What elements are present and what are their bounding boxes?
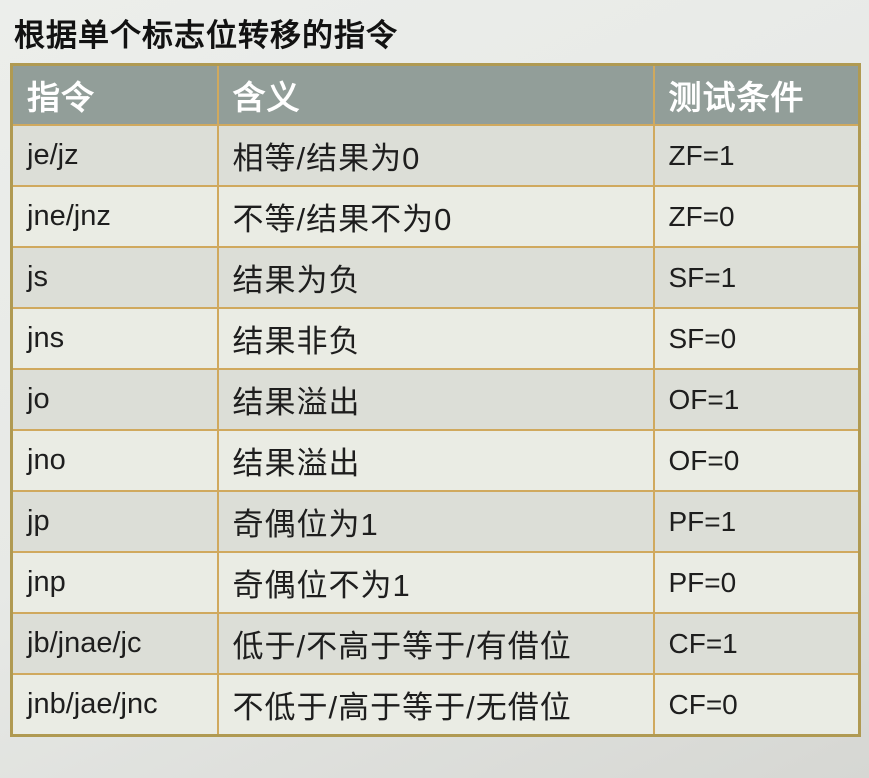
column-header-instruction: 指令 — [10, 63, 219, 126]
meaning-cell: 奇偶位为1 — [216, 490, 655, 553]
column-header-condition: 测试条件 — [652, 63, 861, 126]
meaning-cell: 结果为负 — [216, 246, 655, 309]
instruction-cell: je/jz — [10, 124, 219, 187]
instruction-cell: jb/jnae/jc — [10, 612, 219, 675]
table-row: jp 奇偶位为1 PF=1 — [10, 490, 861, 553]
condition-cell: ZF=0 — [652, 185, 861, 248]
condition-cell: SF=1 — [652, 246, 861, 309]
instruction-cell: jnb/jae/jnc — [10, 673, 219, 737]
table-header: 指令 含义 测试条件 — [10, 63, 861, 126]
meaning-cell: 结果溢出 — [216, 368, 655, 431]
condition-cell: ZF=1 — [652, 124, 861, 187]
condition-cell: SF=0 — [652, 307, 861, 370]
meaning-cell: 结果溢出 — [216, 429, 655, 492]
meaning-cell: 相等/结果为0 — [216, 124, 655, 187]
table-row: jns 结果非负 SF=0 — [10, 307, 861, 370]
table-row: js 结果为负 SF=1 — [10, 246, 861, 309]
table-row: jo 结果溢出 OF=1 — [10, 368, 861, 431]
table-row: jnp 奇偶位不为1 PF=0 — [10, 551, 861, 614]
instruction-cell: jno — [10, 429, 219, 492]
meaning-cell: 结果非负 — [216, 307, 655, 370]
meaning-cell: 不等/结果不为0 — [216, 185, 655, 248]
header-row: 指令 含义 测试条件 — [10, 63, 861, 126]
condition-cell: OF=1 — [652, 368, 861, 431]
table-row: je/jz 相等/结果为0 ZF=1 — [10, 124, 861, 187]
table-body: je/jz 相等/结果为0 ZF=1 jne/jnz 不等/结果不为0 ZF=0… — [10, 124, 861, 737]
instruction-cell: jp — [10, 490, 219, 553]
meaning-cell: 不低于/高于等于/无借位 — [216, 673, 655, 737]
table-row: jne/jnz 不等/结果不为0 ZF=0 — [10, 185, 861, 248]
condition-cell: PF=1 — [652, 490, 861, 553]
meaning-cell: 奇偶位不为1 — [216, 551, 655, 614]
table-row: jb/jnae/jc 低于/不高于等于/有借位 CF=1 — [10, 612, 861, 675]
instruction-cell: jnp — [10, 551, 219, 614]
condition-cell: CF=0 — [652, 673, 861, 737]
instruction-cell: jne/jnz — [10, 185, 219, 248]
instruction-cell: js — [10, 246, 219, 309]
condition-cell: PF=0 — [652, 551, 861, 614]
page-title: 根据单个标志位转移的指令 — [14, 18, 398, 53]
instruction-cell: jo — [10, 368, 219, 431]
meaning-cell: 低于/不高于等于/有借位 — [216, 612, 655, 675]
condition-cell: OF=0 — [652, 429, 861, 492]
instruction-cell: jns — [10, 307, 219, 370]
jump-instructions-table: 指令 含义 测试条件 je/jz 相等/结果为0 ZF=1 jne/jnz 不等… — [10, 63, 861, 737]
table-row: jno 结果溢出 OF=0 — [10, 429, 861, 492]
column-header-meaning: 含义 — [216, 63, 655, 126]
table-row: jnb/jae/jnc 不低于/高于等于/无借位 CF=0 — [10, 673, 861, 737]
condition-cell: CF=1 — [652, 612, 861, 675]
